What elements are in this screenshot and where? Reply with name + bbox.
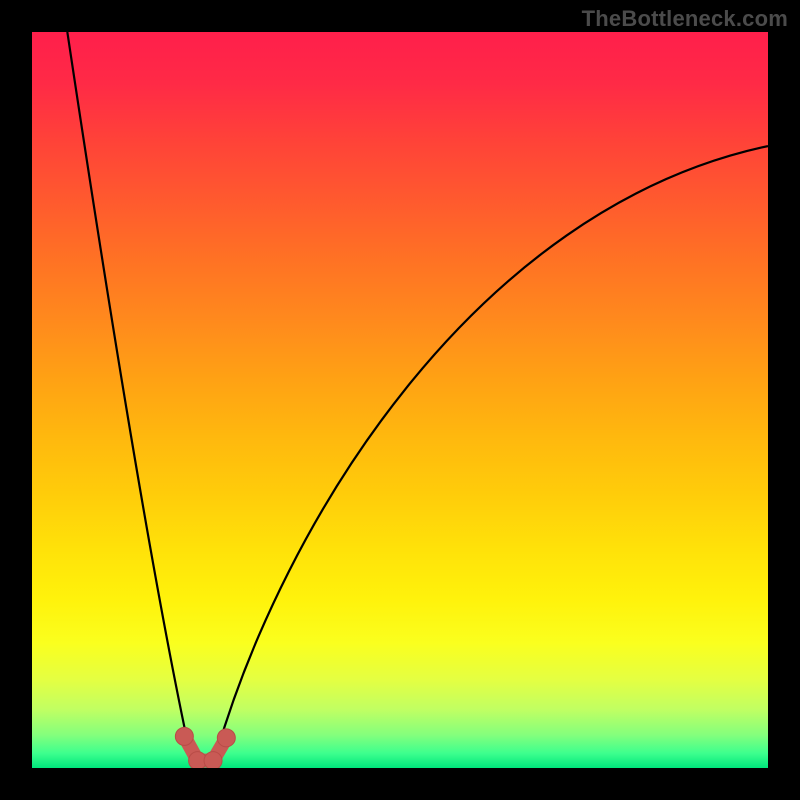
watermark-text: TheBottleneck.com [582,6,788,32]
vertex-marker [217,729,235,747]
vertex-marker [175,727,193,745]
bottleneck-curve [32,32,768,768]
vertex-marker [204,752,222,768]
chart-frame: TheBottleneck.com [0,0,800,800]
plot-area [32,32,768,768]
